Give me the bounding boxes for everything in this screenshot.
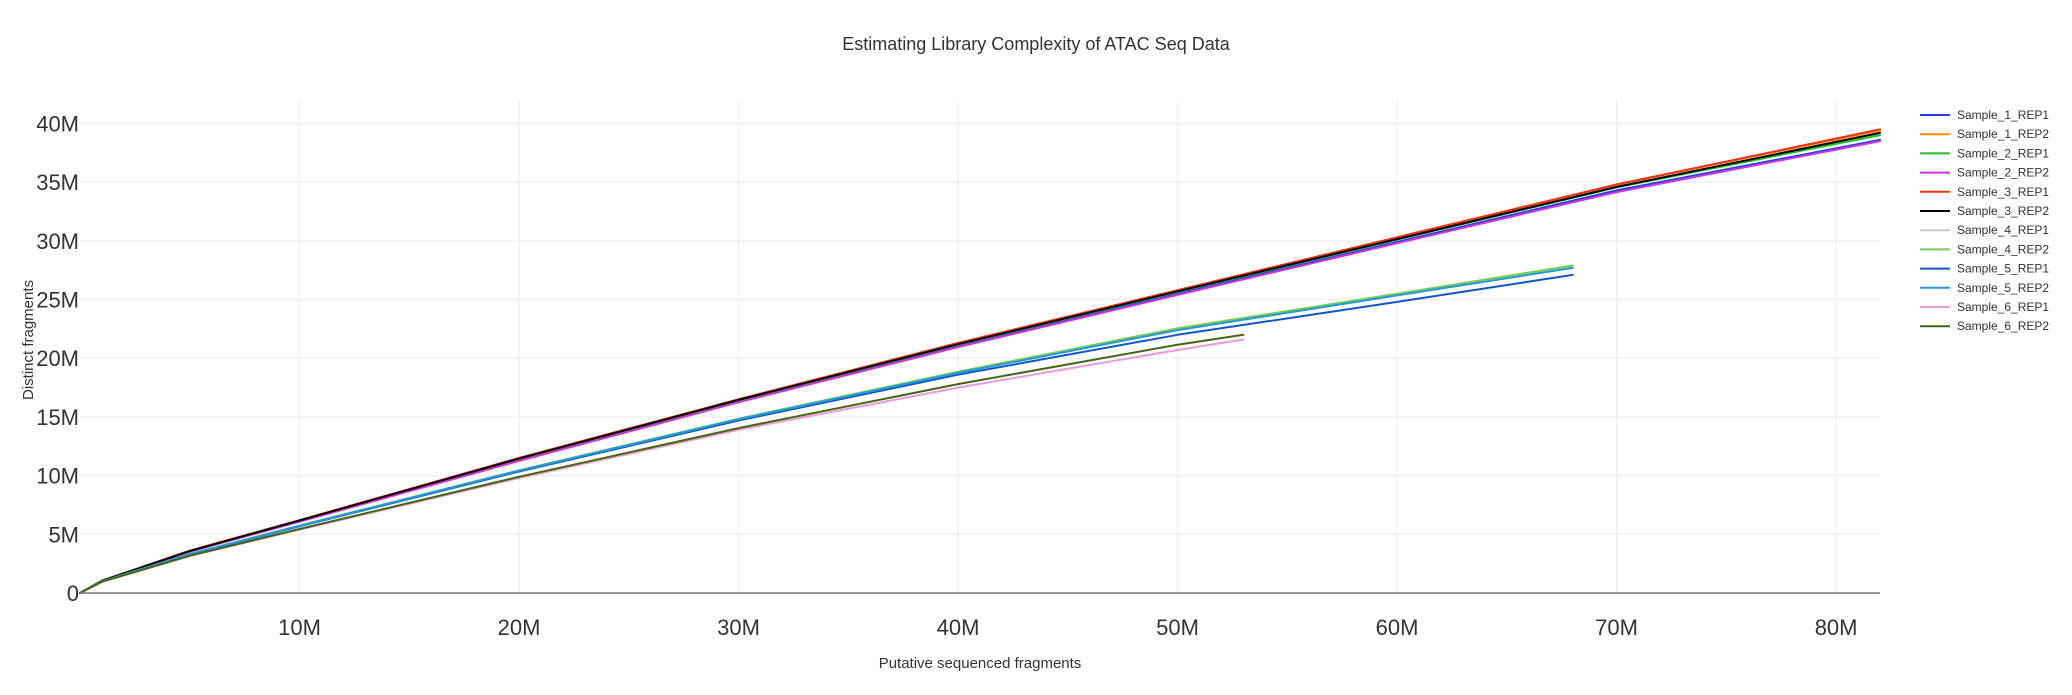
legend-item[interactable]: Sample_6_REP2 — [1920, 319, 2049, 333]
legend-label: Sample_2_REP2 — [1957, 166, 2049, 180]
legend-label: Sample_5_REP1 — [1957, 262, 2049, 276]
legend-label: Sample_5_REP2 — [1957, 281, 2049, 295]
legend-label: Sample_2_REP1 — [1957, 146, 2049, 160]
legend-item[interactable]: Sample_3_REP2 — [1920, 204, 2049, 218]
y-tick-label: 5M — [48, 522, 79, 547]
legend-item[interactable]: Sample_1_REP1 — [1920, 108, 2049, 122]
legend-item[interactable]: Sample_4_REP1 — [1920, 223, 2049, 237]
series-line-sample-5-rep1 — [79, 273, 1574, 594]
legend-item[interactable]: Sample_5_REP1 — [1920, 262, 2049, 276]
legend-label: Sample_3_REP2 — [1957, 204, 2049, 218]
legend-label: Sample_1_REP2 — [1957, 127, 2049, 141]
legend-item[interactable]: Sample_6_REP1 — [1920, 300, 2049, 314]
series-line-sample-2-rep1 — [79, 134, 1881, 594]
x-tick-label: 30M — [717, 615, 760, 640]
legend-item[interactable]: Sample_2_REP1 — [1920, 146, 2049, 160]
series-line-sample-1-rep2 — [79, 129, 1881, 594]
x-tick-label: 70M — [1595, 615, 1638, 640]
x-tick-label: 40M — [937, 615, 980, 640]
legend-item[interactable]: Sample_1_REP2 — [1920, 127, 2049, 141]
legend-label: Sample_4_REP1 — [1957, 223, 2049, 237]
x-tick-label: 50M — [1156, 615, 1199, 640]
series-line-sample-5-rep2 — [79, 266, 1574, 594]
series-line-sample-6-rep2 — [79, 333, 1245, 594]
legend[interactable]: Sample_1_REP1 Sample_1_REP2 Sample_2_REP1 S… — [1920, 108, 2049, 333]
y-tick-label: 10M — [36, 464, 79, 489]
legend-label: Sample_6_REP1 — [1957, 300, 2049, 314]
x-tick-label: 20M — [498, 615, 541, 640]
y-tick-label: 20M — [36, 346, 79, 371]
legend-item[interactable]: Sample_5_REP2 — [1920, 281, 2049, 295]
y-tick-label: 30M — [36, 229, 79, 254]
legend-item[interactable]: Sample_2_REP2 — [1920, 166, 2049, 180]
legend-item[interactable]: Sample_3_REP1 — [1920, 185, 2049, 199]
series-line-sample-4-rep2 — [79, 264, 1574, 594]
x-tick-label: 80M — [1815, 615, 1858, 640]
legend-label: Sample_3_REP1 — [1957, 185, 2049, 199]
series-line-sample-4-rep1 — [79, 265, 1574, 594]
y-tick-label: 0 — [67, 581, 79, 606]
legend-label: Sample_6_REP2 — [1957, 319, 2049, 333]
axes: 10M 20M 30M 40M 50M 60M 70M 80M 0 5M 10M 15M 20M 25M 3… — [36, 111, 1880, 640]
x-tick-label: 10M — [278, 615, 321, 640]
legend-label: Sample_1_REP1 — [1957, 108, 2049, 122]
y-tick-label: 25M — [36, 288, 79, 313]
x-axis-title: Putative sequenced fragments — [879, 655, 1082, 672]
series-lines — [79, 128, 1881, 594]
legend-label: Sample_4_REP2 — [1957, 242, 2049, 256]
series-line-sample-3-rep2 — [79, 131, 1881, 594]
legend-item[interactable]: Sample_4_REP2 — [1920, 242, 2049, 256]
x-tick-label: 60M — [1376, 615, 1419, 640]
series-line-sample-3-rep1 — [79, 128, 1881, 594]
chart-title: Estimating Library Complexity of ATAC Se… — [842, 34, 1230, 54]
y-tick-label: 35M — [36, 170, 79, 195]
y-tick-label: 40M — [36, 111, 79, 136]
y-tick-label: 15M — [36, 405, 79, 430]
series-line-sample-6-rep1 — [79, 338, 1245, 594]
grid — [80, 100, 1880, 593]
y-axis-title: Distinct fragments — [20, 280, 37, 400]
